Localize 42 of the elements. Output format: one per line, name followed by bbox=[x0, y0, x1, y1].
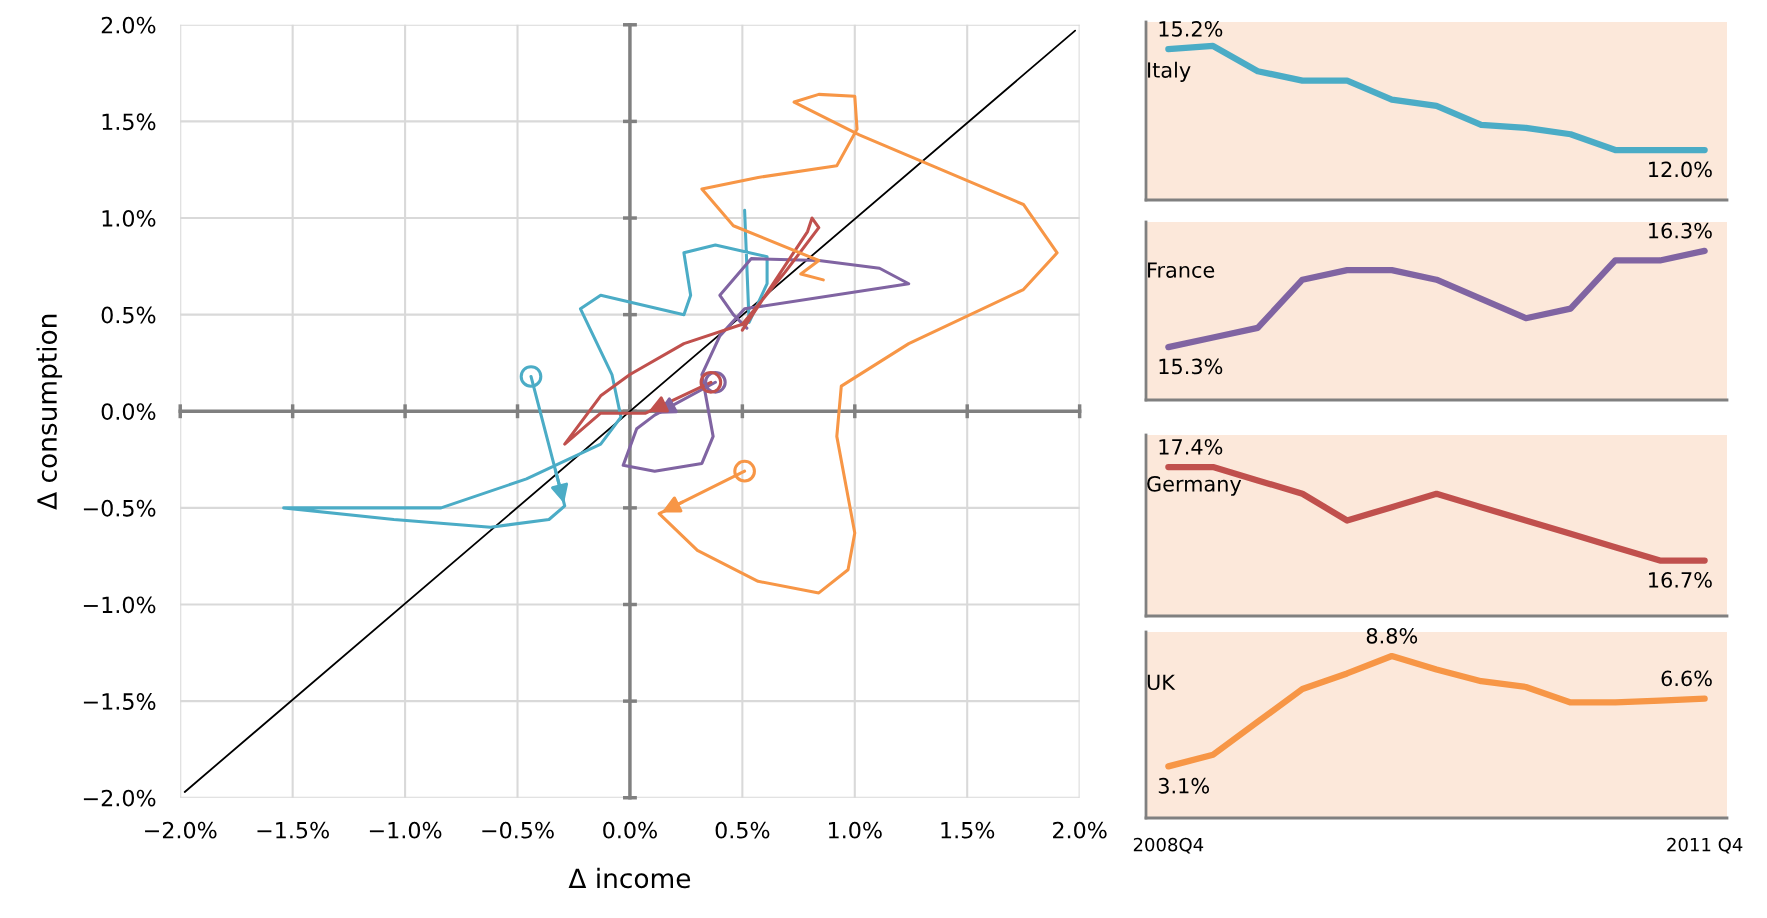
data-label: 15.2% bbox=[1159, 20, 1223, 37]
x-tick-label: −0.5% bbox=[482, 821, 554, 839]
x-tick-label: 0.0% bbox=[603, 821, 657, 839]
x-tick-label: 2011 Q4 bbox=[1667, 837, 1743, 854]
data-label: 15.3% bbox=[1159, 358, 1223, 375]
line-series bbox=[657, 92, 1059, 595]
text: UK bbox=[1147, 674, 1176, 691]
y-tick-label: 1.0% bbox=[102, 209, 156, 227]
y-tick-label: −1.5% bbox=[83, 693, 156, 710]
point bbox=[699, 370, 723, 394]
data-label: 16.3% bbox=[1649, 222, 1712, 239]
line-series bbox=[282, 208, 769, 529]
x-tick-label: 0.5% bbox=[715, 821, 770, 839]
y-tick-label: 1.5% bbox=[102, 113, 156, 131]
data-label: 3.1% bbox=[1158, 777, 1210, 794]
x-tick-label: 2008Q4 bbox=[1133, 837, 1204, 854]
point bbox=[519, 365, 543, 388]
x-tick-label: 1.0% bbox=[829, 821, 882, 839]
text: Italy bbox=[1148, 61, 1191, 82]
line-series bbox=[563, 216, 821, 446]
chart-title: Germany bbox=[1147, 475, 1242, 496]
data-label: 8.8% bbox=[1366, 627, 1418, 644]
data-label: 6.6% bbox=[1661, 670, 1712, 687]
data-label: 12.0% bbox=[1649, 161, 1712, 178]
y-tick-label: 0.0% bbox=[101, 403, 156, 421]
x-axis-title: Δ income bbox=[568, 867, 691, 889]
x-tick-label: 1.5% bbox=[941, 821, 995, 839]
y-tick-label: 2.0% bbox=[101, 16, 156, 34]
x-tick-label: −1.5% bbox=[257, 821, 329, 839]
y-tick-label: −1.0% bbox=[83, 596, 156, 614]
data-label: 17.4% bbox=[1159, 438, 1223, 455]
y-tick-label: −2.0% bbox=[83, 789, 156, 807]
y-tick-label: −0.5% bbox=[83, 499, 156, 517]
x-tick-label: −1.0% bbox=[369, 821, 442, 839]
data-label: 16.7% bbox=[1649, 572, 1712, 588]
chart-title: France bbox=[1148, 262, 1215, 278]
line-series bbox=[621, 257, 911, 473]
x-tick-label: −2.0% bbox=[145, 821, 217, 839]
y-axis-title: Δ consumption bbox=[36, 314, 63, 510]
y-tick-label: 0.5% bbox=[101, 306, 156, 324]
point bbox=[733, 459, 756, 483]
x-tick-label: 2.0% bbox=[1053, 821, 1107, 839]
